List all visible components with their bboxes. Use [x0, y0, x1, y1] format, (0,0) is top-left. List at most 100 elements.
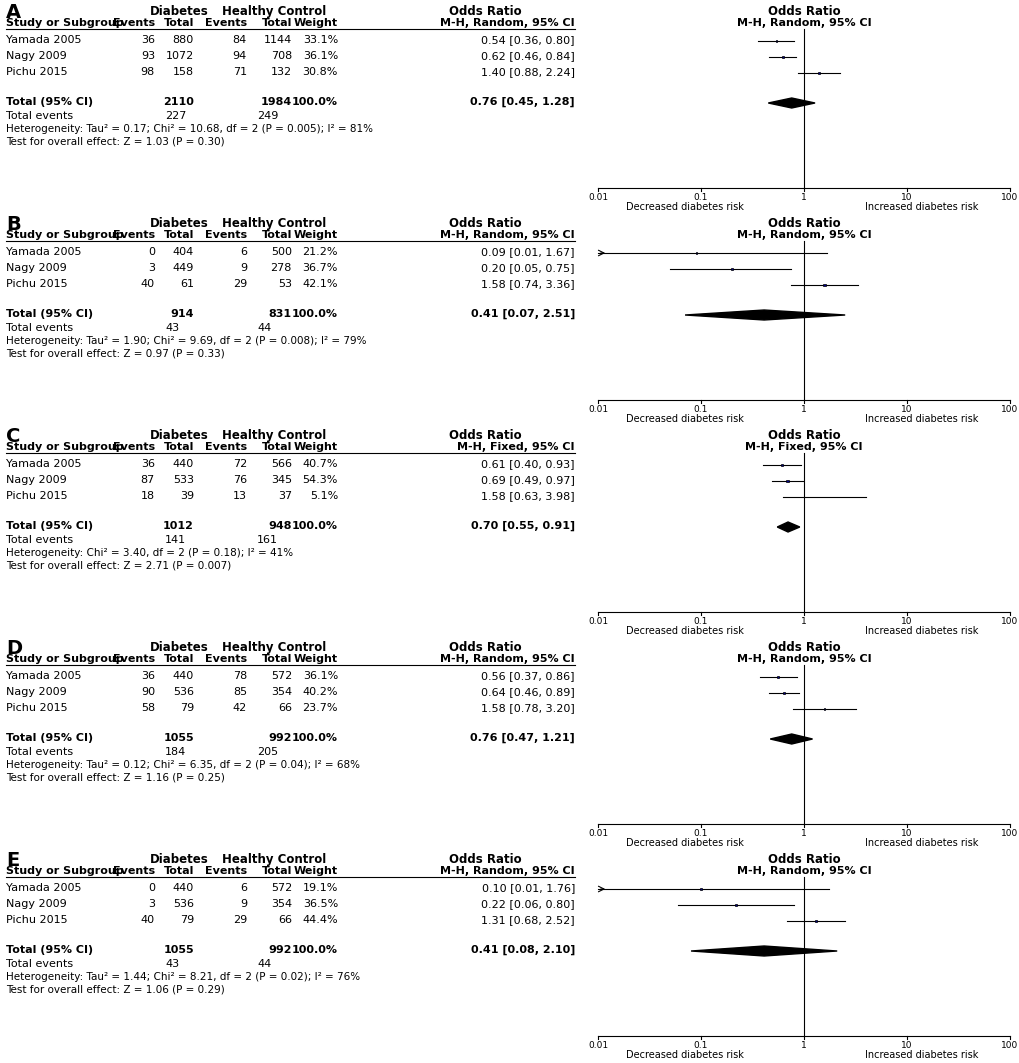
Text: Diabetes: Diabetes	[150, 5, 209, 18]
Text: Total: Total	[163, 230, 194, 240]
Text: M-H, Fixed, 95% CI: M-H, Fixed, 95% CI	[745, 442, 862, 452]
Bar	[822, 284, 824, 286]
Text: Weight: Weight	[293, 866, 337, 876]
Text: Test for overall effect: Z = 1.03 (P = 0.30): Test for overall effect: Z = 1.03 (P = 0…	[6, 136, 224, 146]
Text: 100.0%: 100.0%	[291, 309, 337, 319]
Text: 536: 536	[173, 899, 194, 909]
Text: 0.1: 0.1	[693, 617, 707, 626]
Bar	[695, 252, 696, 254]
Text: 40.2%: 40.2%	[303, 687, 337, 697]
Text: Diabetes: Diabetes	[150, 217, 209, 230]
Text: Events: Events	[113, 866, 155, 876]
Text: Test for overall effect: Z = 1.06 (P = 0.29): Test for overall effect: Z = 1.06 (P = 0…	[6, 984, 224, 994]
Text: 992: 992	[268, 945, 291, 955]
Text: 161: 161	[257, 535, 278, 545]
Text: 10: 10	[901, 193, 912, 202]
Text: 44: 44	[257, 323, 271, 333]
Text: Heterogeneity: Tau² = 1.44; Chi² = 8.21, df = 2 (P = 0.02); I² = 76%: Heterogeneity: Tau² = 1.44; Chi² = 8.21,…	[6, 972, 360, 982]
Text: 914: 914	[170, 309, 194, 319]
Text: Odds Ratio: Odds Ratio	[448, 429, 521, 442]
Text: 44.4%: 44.4%	[302, 915, 337, 925]
Text: 1055: 1055	[163, 945, 194, 955]
Text: 72: 72	[232, 459, 247, 469]
Text: Total: Total	[261, 230, 291, 240]
Text: 37: 37	[277, 491, 291, 501]
Text: 440: 440	[172, 671, 194, 681]
Text: Odds Ratio: Odds Ratio	[448, 5, 521, 18]
Text: 345: 345	[271, 475, 291, 485]
Text: 1: 1	[800, 405, 806, 414]
Text: 404: 404	[172, 247, 194, 257]
Text: 33.1%: 33.1%	[303, 35, 337, 45]
Text: 66: 66	[278, 703, 291, 713]
Text: 3: 3	[148, 263, 155, 273]
Text: 278: 278	[270, 263, 291, 273]
Text: Test for overall effect: Z = 2.71 (P = 0.007): Test for overall effect: Z = 2.71 (P = 0…	[6, 560, 231, 570]
Text: Weight: Weight	[293, 654, 337, 664]
Text: Nagy 2009: Nagy 2009	[6, 899, 66, 909]
Text: Events: Events	[205, 230, 247, 240]
Text: 10: 10	[901, 1041, 912, 1050]
Text: 58: 58	[141, 703, 155, 713]
Text: 9: 9	[239, 899, 247, 909]
Text: 354: 354	[271, 687, 291, 697]
Text: 1: 1	[800, 193, 806, 202]
Text: 0.1: 0.1	[693, 405, 707, 414]
Text: 100: 100	[1001, 193, 1018, 202]
Text: Healthy Control: Healthy Control	[222, 5, 326, 18]
Text: 0.09 [0.01, 1.67]: 0.09 [0.01, 1.67]	[481, 247, 575, 257]
Text: M-H, Random, 95% CI: M-H, Random, 95% CI	[736, 18, 870, 28]
Text: Heterogeneity: Tau² = 1.90; Chi² = 9.69, df = 2 (P = 0.008); I² = 79%: Heterogeneity: Tau² = 1.90; Chi² = 9.69,…	[6, 336, 366, 345]
Text: Study or Subgroup: Study or Subgroup	[6, 230, 123, 240]
Text: 100.0%: 100.0%	[291, 945, 337, 955]
Text: 43: 43	[165, 323, 179, 333]
Text: Increased diabetes risk: Increased diabetes risk	[864, 414, 978, 424]
Text: 1.58 [0.63, 3.98]: 1.58 [0.63, 3.98]	[481, 491, 575, 501]
Text: 0.01: 0.01	[587, 193, 607, 202]
Text: Total: Total	[163, 654, 194, 664]
Text: Decreased diabetes risk: Decreased diabetes risk	[626, 202, 743, 212]
Text: Diabetes: Diabetes	[150, 429, 209, 442]
Text: 40.7%: 40.7%	[303, 459, 337, 469]
Text: 158: 158	[172, 67, 194, 77]
Text: 23.7%: 23.7%	[303, 703, 337, 713]
Text: Total: Total	[261, 866, 291, 876]
Text: M-H, Random, 95% CI: M-H, Random, 95% CI	[440, 18, 575, 28]
Text: 0.22 [0.06, 0.80]: 0.22 [0.06, 0.80]	[481, 899, 575, 909]
Text: Yamada 2005: Yamada 2005	[6, 247, 82, 257]
Text: M-H, Random, 95% CI: M-H, Random, 95% CI	[440, 654, 575, 664]
Text: Study or Subgroup: Study or Subgroup	[6, 654, 123, 664]
Text: 0.62 [0.46, 0.84]: 0.62 [0.46, 0.84]	[481, 51, 575, 61]
Text: 0.54 [0.36, 0.80]: 0.54 [0.36, 0.80]	[481, 35, 575, 45]
Text: Total (95% CI): Total (95% CI)	[6, 733, 93, 743]
Text: Nagy 2009: Nagy 2009	[6, 51, 66, 61]
Text: 29: 29	[232, 915, 247, 925]
Text: 0.01: 0.01	[587, 1041, 607, 1050]
Text: Healthy Control: Healthy Control	[222, 429, 326, 442]
Text: Weight: Weight	[293, 18, 337, 28]
Text: 440: 440	[172, 883, 194, 893]
Text: Yamada 2005: Yamada 2005	[6, 459, 82, 469]
Text: Diabetes: Diabetes	[150, 641, 209, 654]
Text: Heterogeneity: Tau² = 0.17; Chi² = 10.68, df = 2 (P = 0.005); I² = 81%: Heterogeneity: Tau² = 0.17; Chi² = 10.68…	[6, 124, 373, 134]
Text: 100: 100	[1001, 405, 1018, 414]
Text: 10: 10	[901, 829, 912, 838]
Text: Odds Ratio: Odds Ratio	[448, 217, 521, 230]
Text: 536: 536	[173, 687, 194, 697]
Text: 40: 40	[141, 279, 155, 289]
Text: 0.41 [0.07, 2.51]: 0.41 [0.07, 2.51]	[470, 309, 575, 319]
Text: 79: 79	[179, 915, 194, 925]
Text: 1072: 1072	[165, 51, 194, 61]
Text: M-H, Random, 95% CI: M-H, Random, 95% CI	[440, 230, 575, 240]
Text: Weight: Weight	[293, 442, 337, 452]
Text: Pichu 2015: Pichu 2015	[6, 703, 67, 713]
Text: 100: 100	[1001, 617, 1018, 626]
Text: Test for overall effect: Z = 0.97 (P = 0.33): Test for overall effect: Z = 0.97 (P = 0…	[6, 348, 224, 358]
Text: 42.1%: 42.1%	[303, 279, 337, 289]
Text: Yamada 2005: Yamada 2005	[6, 883, 82, 893]
Text: 0.69 [0.49, 0.97]: 0.69 [0.49, 0.97]	[481, 475, 575, 485]
Text: Yamada 2005: Yamada 2005	[6, 35, 82, 45]
Bar	[731, 268, 733, 270]
Text: 708: 708	[270, 51, 291, 61]
Text: Increased diabetes risk: Increased diabetes risk	[864, 1050, 978, 1060]
